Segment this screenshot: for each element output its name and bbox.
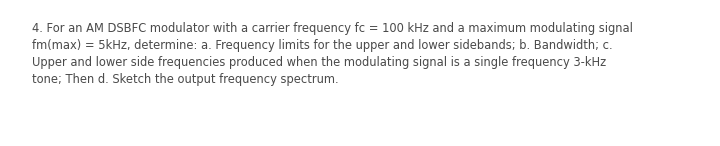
Text: fm(max) = 5kHz, determine: a. Frequency limits for the upper and lower sidebands: fm(max) = 5kHz, determine: a. Frequency … <box>32 39 613 52</box>
Text: 4. For an AM DSBFC modulator with a carrier frequency fc = 100 kHz and a maximum: 4. For an AM DSBFC modulator with a carr… <box>32 22 633 35</box>
Text: Upper and lower side frequencies produced when the modulating signal is a single: Upper and lower side frequencies produce… <box>32 56 606 69</box>
Text: tone; Then d. Sketch the output frequency spectrum.: tone; Then d. Sketch the output frequenc… <box>32 73 338 86</box>
